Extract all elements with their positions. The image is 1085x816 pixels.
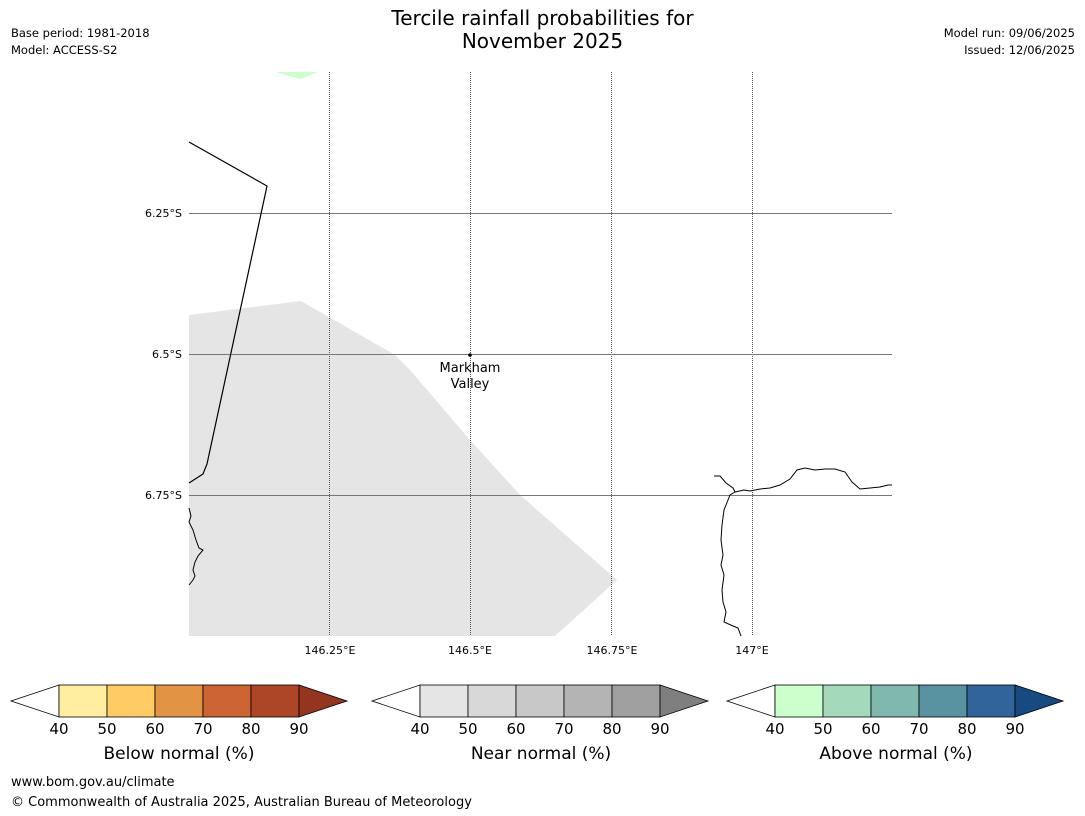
above-normal-tick-label: 70 (909, 720, 928, 738)
model-run-date: Model run: 09/06/2025 (943, 26, 1075, 40)
below-normal-max-extension (298, 684, 349, 718)
border-line (188, 141, 268, 484)
below-normal-label: Below normal (%) (103, 744, 255, 764)
above-normal-tick-label: 40 (765, 720, 784, 738)
below-normal-tick-label: 40 (49, 720, 68, 738)
run-info: Model run: 09/06/2025 Issued: 12/06/2025 (944, 25, 1075, 59)
near-normal-tick-label: 40 (410, 720, 429, 738)
coastline-east (714, 467, 892, 637)
map-title: Tercile rainfall probabilities for Novem… (0, 7, 1085, 53)
lon-label-146-5e: 146.5°E (448, 644, 492, 657)
copyright-text: © Commonwealth of Australia 2025, Austra… (11, 795, 472, 810)
near-normal-tick-label: 70 (554, 720, 573, 738)
markham-valley-marker (468, 353, 472, 357)
below-normal-tick-label: 90 (289, 720, 308, 738)
above-normal-swatch (774, 684, 824, 718)
lon-label-146-75e: 146.75°E (587, 644, 638, 657)
near-normal-region (189, 301, 617, 636)
website-link[interactable]: www.bom.gov.au/climate (11, 775, 175, 790)
below-normal-swatch (154, 684, 204, 718)
issued-date: Issued: 12/06/2025 (964, 43, 1075, 57)
base-period: Base period: 1981-2018 (11, 26, 150, 40)
lat-label-6-5s: 6.5°S (152, 348, 182, 361)
lat-label-6-75s: 6.75°S (145, 489, 182, 502)
below-normal-tick-label: 50 (97, 720, 116, 738)
above-normal-tick-label: 90 (1005, 720, 1024, 738)
lon-label-146-25e: 146.25°E (305, 644, 356, 657)
above-normal-region (276, 72, 318, 79)
near-normal-tick-label: 90 (650, 720, 669, 738)
near-normal-swatch (419, 684, 469, 718)
above-normal-tick-label: 60 (861, 720, 880, 738)
near-normal-tick-label: 80 (602, 720, 621, 738)
title-line-1: Tercile rainfall probabilities for (391, 6, 694, 30)
markham-valley-label-2: Valley (451, 377, 490, 392)
above-normal-max-extension (1014, 684, 1065, 718)
near-normal-label: Near normal (%) (470, 744, 612, 764)
near-normal-min-extension (370, 684, 421, 718)
above-normal-swatch (918, 684, 968, 718)
below-normal-swatch (250, 684, 300, 718)
model-name: Model: ACCESS-S2 (11, 43, 118, 57)
above-normal-tick-label: 50 (813, 720, 832, 738)
above-normal-swatch (822, 684, 872, 718)
near-normal-max-extension (659, 684, 710, 718)
above-normal-tick-label: 80 (957, 720, 976, 738)
near-normal-swatch (563, 684, 613, 718)
markham-valley-label-1: Markham (440, 361, 501, 376)
below-normal-swatch (58, 684, 108, 718)
map-area: Markham Valley 6.25°S 6.5°S 6.75°S 146.2… (145, 72, 892, 657)
below-normal-swatch (202, 684, 252, 718)
near-normal-swatch (467, 684, 517, 718)
title-line-2: November 2025 (461, 29, 624, 53)
below-normal-tick-label: 60 (145, 720, 164, 738)
below-normal-tick-label: 80 (241, 720, 260, 738)
below-normal-swatch (106, 684, 156, 718)
above-normal-min-extension (725, 684, 776, 718)
above-normal-label: Above normal (%) (819, 744, 973, 764)
near-normal-swatch (611, 684, 661, 718)
latitude-gridlines (189, 213, 892, 496)
model-info: Base period: 1981-2018 Model: ACCESS-S2 (11, 25, 150, 59)
coastline-west (188, 507, 204, 586)
below-normal-tick-label: 70 (193, 720, 212, 738)
colorbars: 40 50 60 70 80 90 40 50 60 70 80 90 40 50 60 70 80 90 (9, 684, 1065, 738)
below-normal-min-extension (9, 684, 60, 718)
above-normal-swatch (966, 684, 1016, 718)
near-normal-tick-label: 60 (506, 720, 525, 738)
near-normal-tick-label: 50 (458, 720, 477, 738)
lat-label-6-25s: 6.25°S (145, 207, 182, 220)
near-normal-swatch (515, 684, 565, 718)
lon-label-147e: 147°E (735, 644, 768, 657)
above-normal-swatch (870, 684, 920, 718)
